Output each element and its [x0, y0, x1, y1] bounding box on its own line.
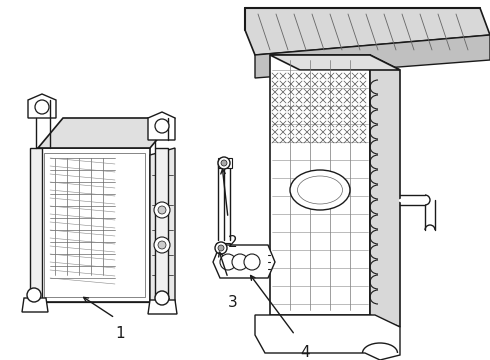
- Circle shape: [221, 160, 227, 166]
- Text: 3: 3: [228, 295, 238, 310]
- Polygon shape: [255, 315, 400, 360]
- Polygon shape: [44, 153, 145, 297]
- Text: 4: 4: [300, 345, 310, 360]
- Polygon shape: [370, 55, 400, 327]
- Circle shape: [154, 237, 170, 253]
- Circle shape: [155, 291, 169, 305]
- Text: 2: 2: [228, 235, 238, 250]
- Polygon shape: [22, 298, 48, 312]
- Circle shape: [215, 242, 227, 254]
- Polygon shape: [148, 112, 175, 140]
- Polygon shape: [30, 148, 42, 305]
- Circle shape: [232, 254, 248, 270]
- Polygon shape: [150, 148, 175, 302]
- Ellipse shape: [290, 170, 350, 210]
- Polygon shape: [218, 158, 232, 168]
- Ellipse shape: [297, 176, 343, 204]
- Polygon shape: [270, 55, 400, 70]
- Circle shape: [35, 100, 49, 114]
- Circle shape: [244, 254, 260, 270]
- Polygon shape: [245, 8, 490, 55]
- Circle shape: [158, 241, 166, 249]
- Circle shape: [27, 288, 41, 302]
- Polygon shape: [148, 300, 177, 314]
- Circle shape: [220, 254, 236, 270]
- Polygon shape: [270, 55, 370, 315]
- Polygon shape: [155, 148, 168, 308]
- Polygon shape: [28, 94, 56, 118]
- Polygon shape: [38, 148, 150, 302]
- Polygon shape: [38, 118, 175, 148]
- Circle shape: [158, 206, 166, 214]
- Circle shape: [154, 202, 170, 218]
- Circle shape: [218, 245, 224, 251]
- Circle shape: [218, 157, 230, 169]
- Circle shape: [155, 119, 169, 133]
- Polygon shape: [213, 245, 275, 278]
- Polygon shape: [255, 35, 490, 78]
- Text: 1: 1: [115, 326, 125, 341]
- Polygon shape: [216, 243, 230, 253]
